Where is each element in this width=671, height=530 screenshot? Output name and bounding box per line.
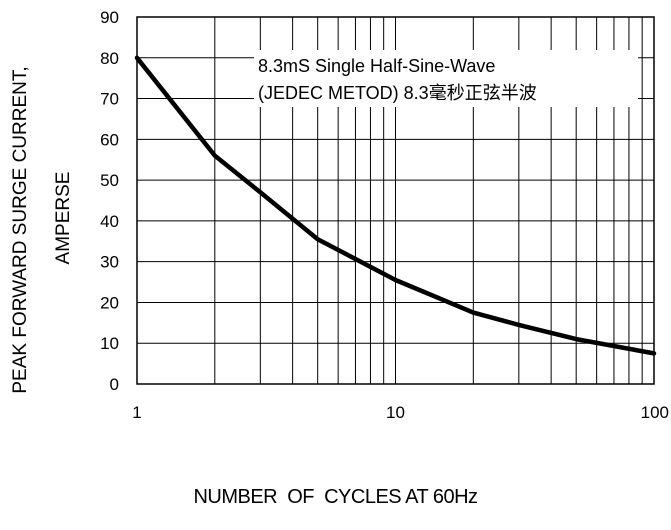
y-axis-title-line-2: AMPERSE [53,172,74,265]
y-axis-title-line-1: PEAK FORWARD SURGE CURRENT, [10,66,31,393]
y-tick-label: 70 [100,90,119,109]
x-tick-labels: 1 10 100 [132,403,669,422]
annotation-line-2: (JEDEC METOD) 8.3毫秒正弦半波 [258,83,537,103]
x-tick-label: 100 [641,403,669,422]
y-tick-label: 60 [100,130,119,149]
y-axis-title: PEAK FORWARD SURGE CURRENT, AMPERSE [10,66,74,393]
y-tick-label: 30 [100,253,119,272]
y-tick-label: 80 [100,49,119,68]
y-tick-label: 90 [100,8,119,27]
x-axis-title: NUMBER OF CYCLES AT 60Hz [193,486,478,508]
annotation-background [254,50,638,107]
annotation-line-1: 8.3mS Single Half-Sine-Wave [258,56,495,76]
plot-frame [136,16,655,385]
y-tick-label: 10 [100,334,119,353]
y-tick-label: 0 [110,375,119,394]
y-tick-label: 50 [100,171,119,190]
x-tick-label: 1 [132,403,141,422]
y-tick-label: 20 [100,293,119,312]
y-tick-labels: 0 10 20 30 40 50 60 70 80 90 [100,8,119,394]
annotation-box: 8.3mS Single Half-Sine-Wave (JEDEC METOD… [254,50,638,107]
y-tick-label: 40 [100,212,119,231]
x-tick-label: 10 [386,403,405,422]
series-line [134,55,657,356]
